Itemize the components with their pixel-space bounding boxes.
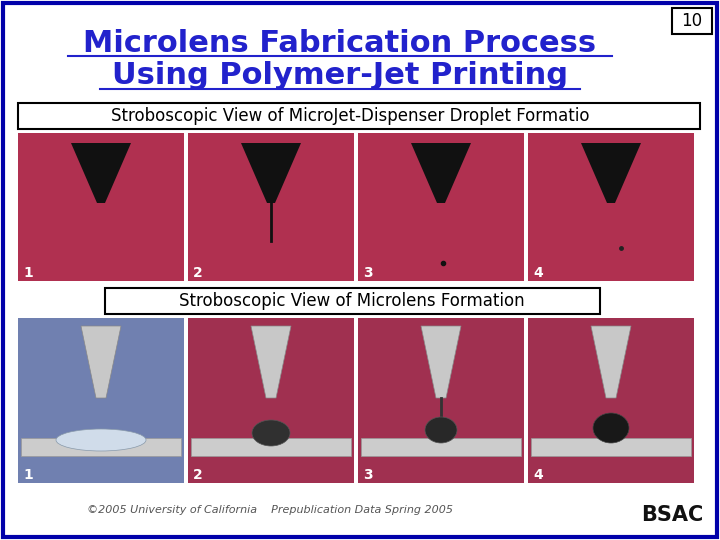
Text: Microlens Fabrication Process: Microlens Fabrication Process	[84, 29, 597, 57]
Bar	[105, 288, 600, 314]
Text: 2: 2	[193, 266, 203, 280]
Ellipse shape	[56, 429, 146, 451]
Polygon shape	[71, 143, 131, 203]
Bar	[21, 438, 181, 456]
Ellipse shape	[425, 417, 457, 443]
Ellipse shape	[252, 420, 290, 446]
Polygon shape	[421, 326, 461, 398]
Polygon shape	[251, 326, 291, 398]
Text: ©2005 University of California    Prepublication Data Spring 2005: ©2005 University of California Prepublic…	[87, 505, 453, 515]
Bar	[531, 438, 691, 456]
Text: 4: 4	[533, 468, 543, 482]
Bar	[188, 318, 354, 483]
Text: Using Polymer-Jet Printing: Using Polymer-Jet Printing	[112, 62, 568, 91]
Polygon shape	[81, 326, 121, 398]
Polygon shape	[591, 326, 631, 398]
Bar	[672, 8, 712, 34]
Text: 3: 3	[363, 266, 373, 280]
Bar	[18, 133, 184, 281]
Text: 2: 2	[193, 468, 203, 482]
Bar	[18, 103, 700, 129]
Text: Stroboscopic View of MicroJet-Dispenser Droplet Formatio: Stroboscopic View of MicroJet-Dispenser …	[111, 107, 589, 125]
Text: 4: 4	[533, 266, 543, 280]
Text: 3: 3	[363, 468, 373, 482]
Bar	[358, 318, 524, 483]
Polygon shape	[411, 143, 471, 203]
Bar	[358, 133, 524, 281]
Bar	[191, 438, 351, 456]
Text: 10: 10	[681, 12, 703, 30]
Polygon shape	[581, 143, 641, 203]
Text: 1: 1	[23, 468, 32, 482]
Text: BSAC: BSAC	[641, 505, 703, 525]
Bar	[18, 318, 184, 483]
Bar	[188, 133, 354, 281]
Bar	[528, 133, 694, 281]
Polygon shape	[241, 143, 301, 203]
Text: 1: 1	[23, 266, 32, 280]
Bar	[528, 318, 694, 483]
Bar	[361, 438, 521, 456]
Ellipse shape	[593, 413, 629, 443]
Text: Stroboscopic View of Microlens Formation: Stroboscopic View of Microlens Formation	[179, 292, 525, 310]
